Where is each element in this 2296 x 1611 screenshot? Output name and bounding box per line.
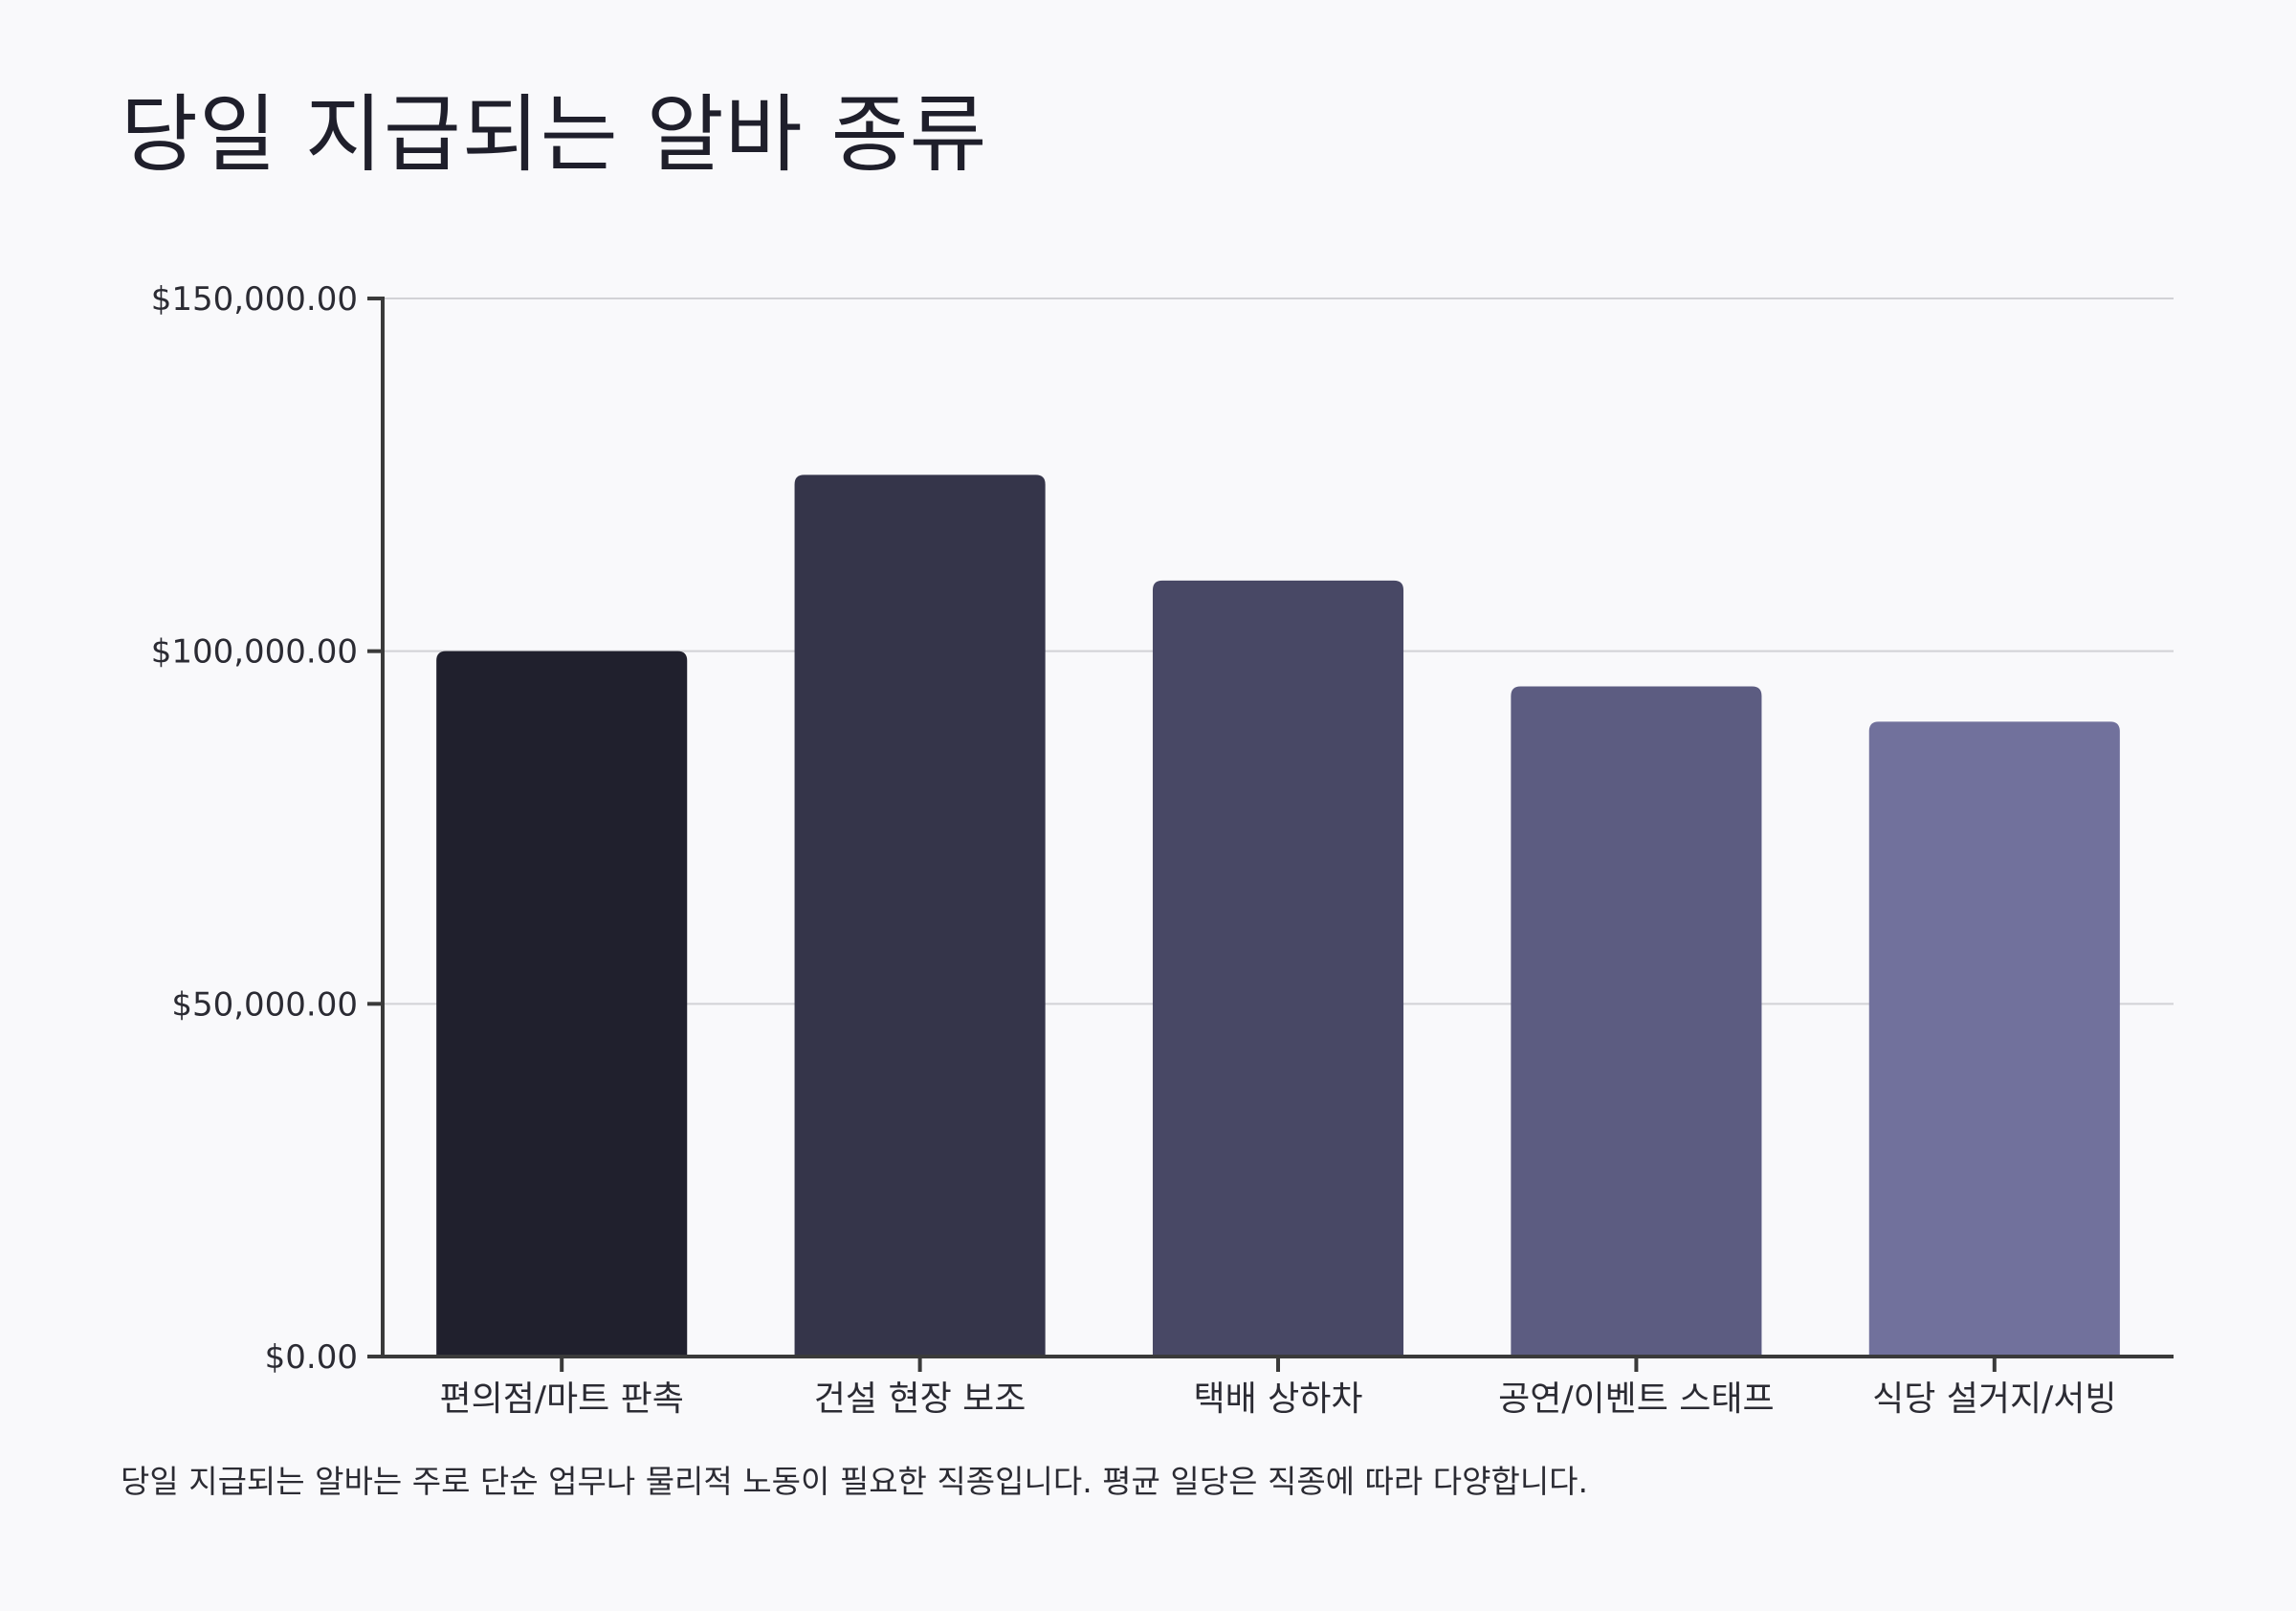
x-tick-label: 건설 현장 보조 <box>814 1379 1027 1419</box>
bar <box>436 651 688 1357</box>
x-tick-label: 공연/이벤트 스태프 <box>1498 1379 1775 1419</box>
x-tick-label: 편의점/마트 판촉 <box>439 1379 683 1419</box>
y-tick-label: $100,000.00 <box>151 633 358 672</box>
bars <box>436 474 2120 1357</box>
chart-footnote: 당일 지급되는 알바는 주로 단순 업무나 물리적 노동이 필요한 직종입니다.… <box>121 1463 1589 1500</box>
bar <box>794 474 1046 1357</box>
y-tick-label: $50,000.00 <box>171 985 358 1024</box>
x-tick-label: 식당 설거지/서빙 <box>1872 1379 2116 1419</box>
y-tick-label: $150,000.00 <box>151 280 358 319</box>
tick-labels: $0.00 $50,000.00 $100,000.00 $150,000.00 편의점… <box>151 280 2117 1419</box>
axes <box>367 297 2174 1372</box>
bar <box>1868 721 2120 1357</box>
y-tick-label: $0.00 <box>265 1338 358 1377</box>
x-tick-label: 택배 상하차 <box>1193 1379 1362 1419</box>
bar <box>1511 686 1762 1357</box>
bar <box>1152 580 1404 1357</box>
chart-title: 당일 지급되는 알바 종류 <box>121 85 988 184</box>
